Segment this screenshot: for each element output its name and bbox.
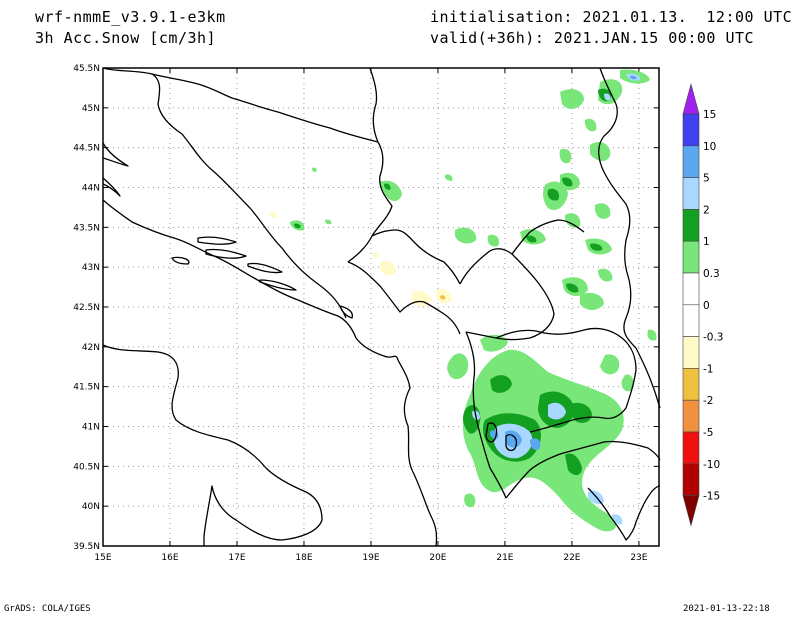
legend-label: 5 [703,173,710,185]
latitude-tick-labels: 39.5N 40N 40.5N 41N 41.5N 42N 42.5N 43N 43.5N 44N… [73,64,100,552]
snow-region-serbia [455,69,657,341]
island-6 [339,305,354,319]
border-serbia-east [598,67,637,349]
footer-timestamp: 2021-01-13-22:18 [683,604,770,614]
legend-label: 0 [703,300,710,312]
lat-tick-label: 41.5N [73,383,100,393]
lat-tick-label: 42.5N [73,303,100,313]
lat-tick-label: 41N [82,423,100,433]
legend-swatch [682,145,700,178]
lon-tick-label: 15E [94,553,111,563]
legend-swatch [682,431,700,465]
legend-swatch [682,240,700,274]
lon-tick-label: 16E [161,553,178,563]
plot-frame [102,67,660,547]
island-cres [102,177,121,197]
legend-swatch [682,336,700,369]
border-montenegro [347,261,461,335]
border-bosnia-serbia [347,141,393,263]
legend-swatch [682,209,700,242]
border-macedonia [495,327,637,433]
lat-tick-label: 43.5N [73,223,100,233]
legend-swatch [682,177,700,210]
longitude-tick-labels: 15E 16E 17E 18E 19E 20E 21E 22E 23E [94,553,647,563]
legend-swatch [682,368,700,401]
legend-swatch [682,399,700,433]
lat-tick-label: 44N [82,184,100,194]
legend-swatch [682,463,700,496]
legend-swatch [682,113,700,147]
lon-tick-label: 20E [429,553,446,563]
legend-swatch [682,304,700,337]
legend-label: -10 [703,459,720,471]
lake-ohrid [485,422,498,443]
island-5 [259,279,297,291]
lon-tick-label: 22E [563,553,580,563]
legend-label: 10 [703,141,716,153]
legend-label: -5 [703,427,713,439]
border-hungary-serbia [369,67,379,143]
snow-region-bosnia [290,167,453,231]
border-montenegro-bosnia [371,229,461,285]
legend-label: -0.3 [703,332,724,344]
lat-tick-label: 45.5N [73,64,100,74]
island-1 [197,236,237,245]
island-4 [247,262,283,274]
border-albania-east [465,331,507,499]
border-croatia-north [151,73,379,143]
serbia-inner-border [511,219,585,255]
model-title: wrf-nmmE_v3.9.1-e3km [35,8,226,26]
border-croatia-bosnia [102,67,347,319]
lon-tick-label: 18E [295,553,312,563]
italy-coast [102,344,323,546]
lat-tick-label: 43N [82,263,100,273]
border-bulgaria [635,347,661,409]
legend-label: 0.3 [703,268,720,280]
legend-label: -2 [703,395,713,407]
variable-title: 3h Acc.Snow [cm/3h] [35,29,217,47]
lon-tick-label: 21E [496,553,513,563]
border-greece [505,440,661,499]
legend-label: -15 [703,491,720,503]
lon-tick-label: 17E [228,553,245,563]
legend-label: -1 [703,363,713,375]
legend-top-arrow [682,82,700,115]
coastlines-borders [102,67,661,547]
legend-swatch [682,272,700,306]
lat-tick-label: 42N [82,343,100,353]
lat-tick-label: 44.5N [73,144,100,154]
island-3 [171,256,190,265]
legend-bottom-arrow [682,495,700,527]
lat-tick-label: 39.5N [73,542,100,552]
legend-label: 1 [703,236,710,248]
lat-tick-label: 40.5N [73,462,100,472]
lon-tick-label: 19E [362,553,379,563]
legend-label: 15 [703,109,716,121]
island-2 [205,248,247,259]
valid-time: valid(+36h): 2021.JAN.15 00:00 UTC [430,29,755,47]
lat-tick-label: 45N [82,104,100,114]
snow-fields [270,69,657,532]
greek-coast [587,485,661,541]
adriatic-east-coast [102,142,438,547]
init-time: initialisation: 2021.01.13. 12:00 UTC [430,8,793,26]
border-kosovo [459,248,555,341]
snow-region-albania-macedonia [447,334,634,532]
lake-prespa [505,434,518,452]
legend-label: 2 [703,204,710,216]
lon-tick-label: 23E [630,553,647,563]
footer-credit: GrADS: COLA/IGES [4,604,91,614]
color-legend: 15 10 5 2 1 0.3 0 -0.3 -1 -2 -5 -10 -15 [682,82,724,527]
lat-tick-label: 40N [82,502,100,512]
